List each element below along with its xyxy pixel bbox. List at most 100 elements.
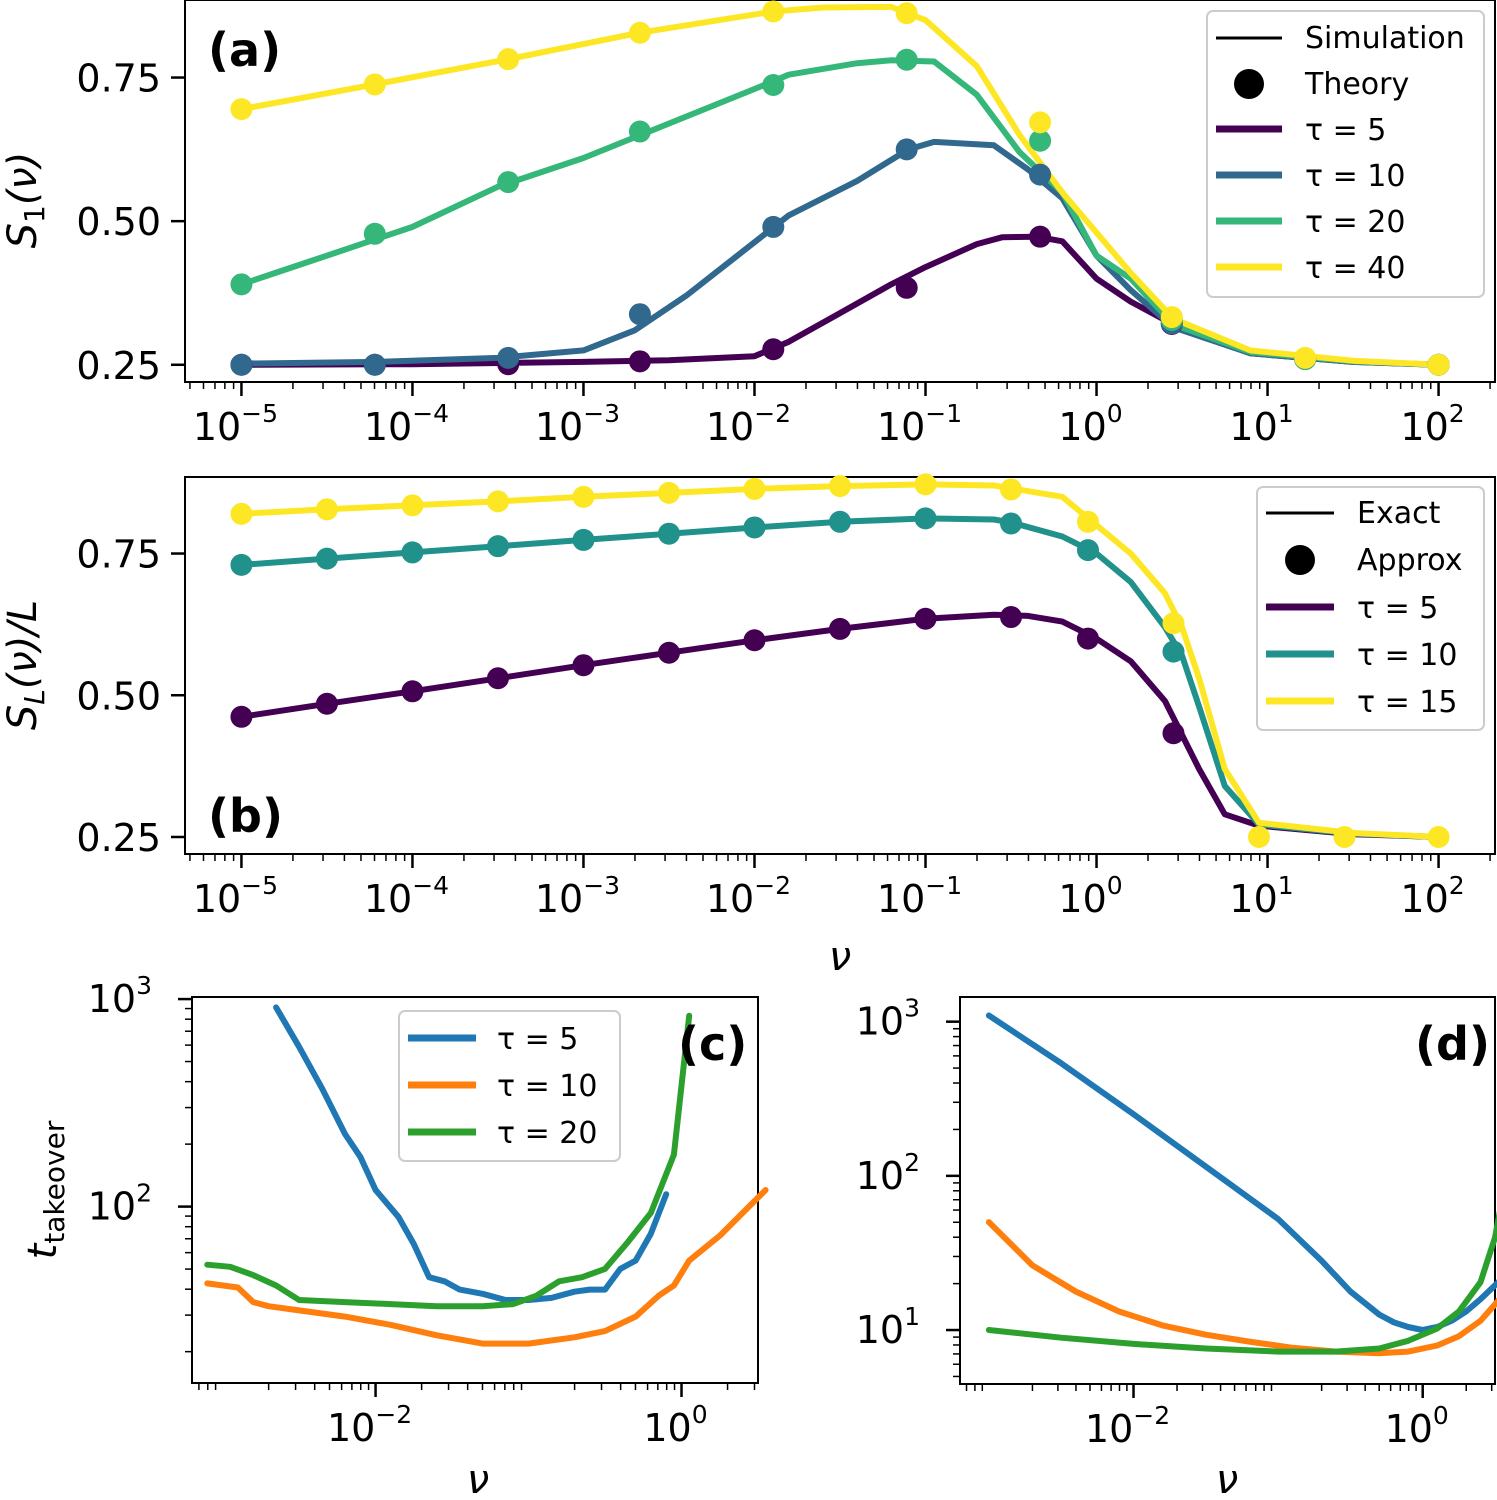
data-point [363, 222, 386, 245]
legend-entry-label: τ = 40 [1305, 251, 1405, 286]
data-point [497, 48, 520, 71]
data-point [1427, 825, 1450, 848]
data-point [315, 498, 338, 521]
panel-c-legend: τ = 5 τ = 10 τ = 20 [398, 1010, 621, 1162]
x-tick-label: 10−2 [706, 871, 791, 921]
y-tick-exponent: 3 [904, 994, 920, 1023]
panel-d-label: (d) [1415, 1017, 1490, 1071]
x-tick-label: 102 [1400, 399, 1464, 449]
x-tick-label: 100 [1385, 1401, 1449, 1451]
y-tick-label: 0.50 [76, 674, 161, 718]
x-tick-exponent: −2 [1133, 1401, 1170, 1430]
x-tick-label: 10−4 [364, 871, 449, 921]
panel-c-y-ticks: 10 2 103 [88, 971, 192, 1353]
x-tick-label: 100 [1058, 871, 1122, 921]
data-point [363, 73, 386, 96]
x-tick-base: 10 [535, 877, 583, 921]
y-tick-exponent: 1 [904, 1302, 920, 1331]
y-tick-exponent: 2 [136, 1179, 152, 1208]
data-point [315, 547, 338, 570]
data-point [914, 473, 937, 496]
panel-b-y-axis-label: SL(ν)/L [0, 600, 51, 730]
data-point [572, 654, 595, 677]
data-point [1029, 163, 1052, 186]
x-tick-label: 10−2 [327, 1400, 412, 1450]
data-point [486, 535, 509, 558]
x-tick-label: 10−3 [535, 399, 620, 449]
data-point [1427, 353, 1450, 376]
y-tick-label: 0.25 [76, 816, 161, 860]
data-point [1162, 640, 1185, 663]
x-tick-exponent: −1 [925, 871, 962, 900]
y-tick-label: 103 [856, 994, 920, 1044]
panel-b-plot [230, 473, 1450, 848]
panel-a-ylabel-tail: (ν) [0, 152, 46, 206]
x-tick-base: 10 [1085, 1407, 1133, 1451]
data-point [743, 477, 766, 500]
panel-a-legend-marker-sample [1234, 69, 1264, 99]
panel-a-series-legend: τ = 5 τ = 10 τ = 20 τ = 40 [1216, 113, 1405, 286]
x-tick-exponent: −5 [241, 871, 278, 900]
data-point [1247, 825, 1270, 848]
x-tick-label: 10−2 [706, 399, 791, 449]
data-point [829, 475, 851, 498]
data-point [914, 507, 937, 530]
x-tick-exponent: −2 [375, 1400, 412, 1429]
panel-a-label: (a) [208, 23, 281, 77]
data-point [230, 502, 253, 525]
x-tick-label: 10−1 [877, 871, 962, 921]
data-point [230, 705, 253, 728]
x-tick-exponent: 0 [1107, 399, 1123, 428]
series-line-c-2 [204, 1012, 693, 1310]
panel-c-y-axis-label: ttakeover [20, 1120, 71, 1259]
x-tick-label: 10−4 [364, 399, 449, 449]
panel-c-x-axis-label: ν [467, 1457, 489, 1500]
data-point [762, 215, 785, 238]
data-point [230, 273, 253, 296]
x-tick-exponent: 2 [1449, 399, 1465, 428]
legend-entry-label: τ = 10 [1305, 159, 1405, 194]
y-tick-label: 0.25 [76, 344, 161, 388]
series-line-d-2 [985, 1210, 1497, 1355]
data-point [762, 338, 785, 361]
data-point [1076, 627, 1099, 650]
x-tick-exponent: −3 [583, 871, 620, 900]
panel-b-ylabel-tail: (ν)/L [0, 600, 46, 689]
data-point [486, 490, 509, 513]
panel-c-frame [191, 996, 759, 1384]
data-point [628, 21, 651, 44]
data-point [230, 353, 253, 376]
data-point [1000, 606, 1023, 629]
data-point [895, 276, 918, 299]
y-tick-base: 10 [88, 977, 136, 1021]
legend-entry-label: τ = 20 [1305, 205, 1405, 240]
data-point [230, 553, 253, 576]
x-tick-base: 10 [364, 405, 412, 449]
y-tick-label: 0.75 [76, 533, 161, 577]
y-tick-label: 103 [88, 971, 152, 1021]
panel-a: 10−5 10−4 10−3 10−2 10−1 100 101 102 0.250.500.… [0, 0, 1496, 449]
x-tick-base: 10 [1058, 405, 1106, 449]
x-tick-base: 10 [706, 877, 754, 921]
x-tick-base: 10 [877, 877, 925, 921]
x-tick-label: 101 [1229, 871, 1293, 921]
x-tick-exponent: 1 [1278, 399, 1294, 428]
x-tick-base: 10 [193, 877, 241, 921]
panel-a-plot [230, 0, 1450, 376]
data-point [743, 629, 766, 652]
x-tick-exponent: −1 [925, 399, 962, 428]
x-tick-base: 10 [1229, 877, 1277, 921]
x-tick-exponent: −2 [754, 871, 791, 900]
data-point [1029, 111, 1052, 134]
data-point [486, 667, 509, 690]
data-point [914, 607, 937, 630]
y-tick-label: 0.75 [76, 57, 161, 101]
data-point [895, 2, 918, 25]
x-tick-base: 10 [193, 405, 241, 449]
panel-c-series-legend: τ = 5 τ = 10 τ = 20 [408, 1022, 597, 1151]
data-point [743, 516, 766, 539]
panel-b-ylabel-sub: L [18, 689, 51, 705]
